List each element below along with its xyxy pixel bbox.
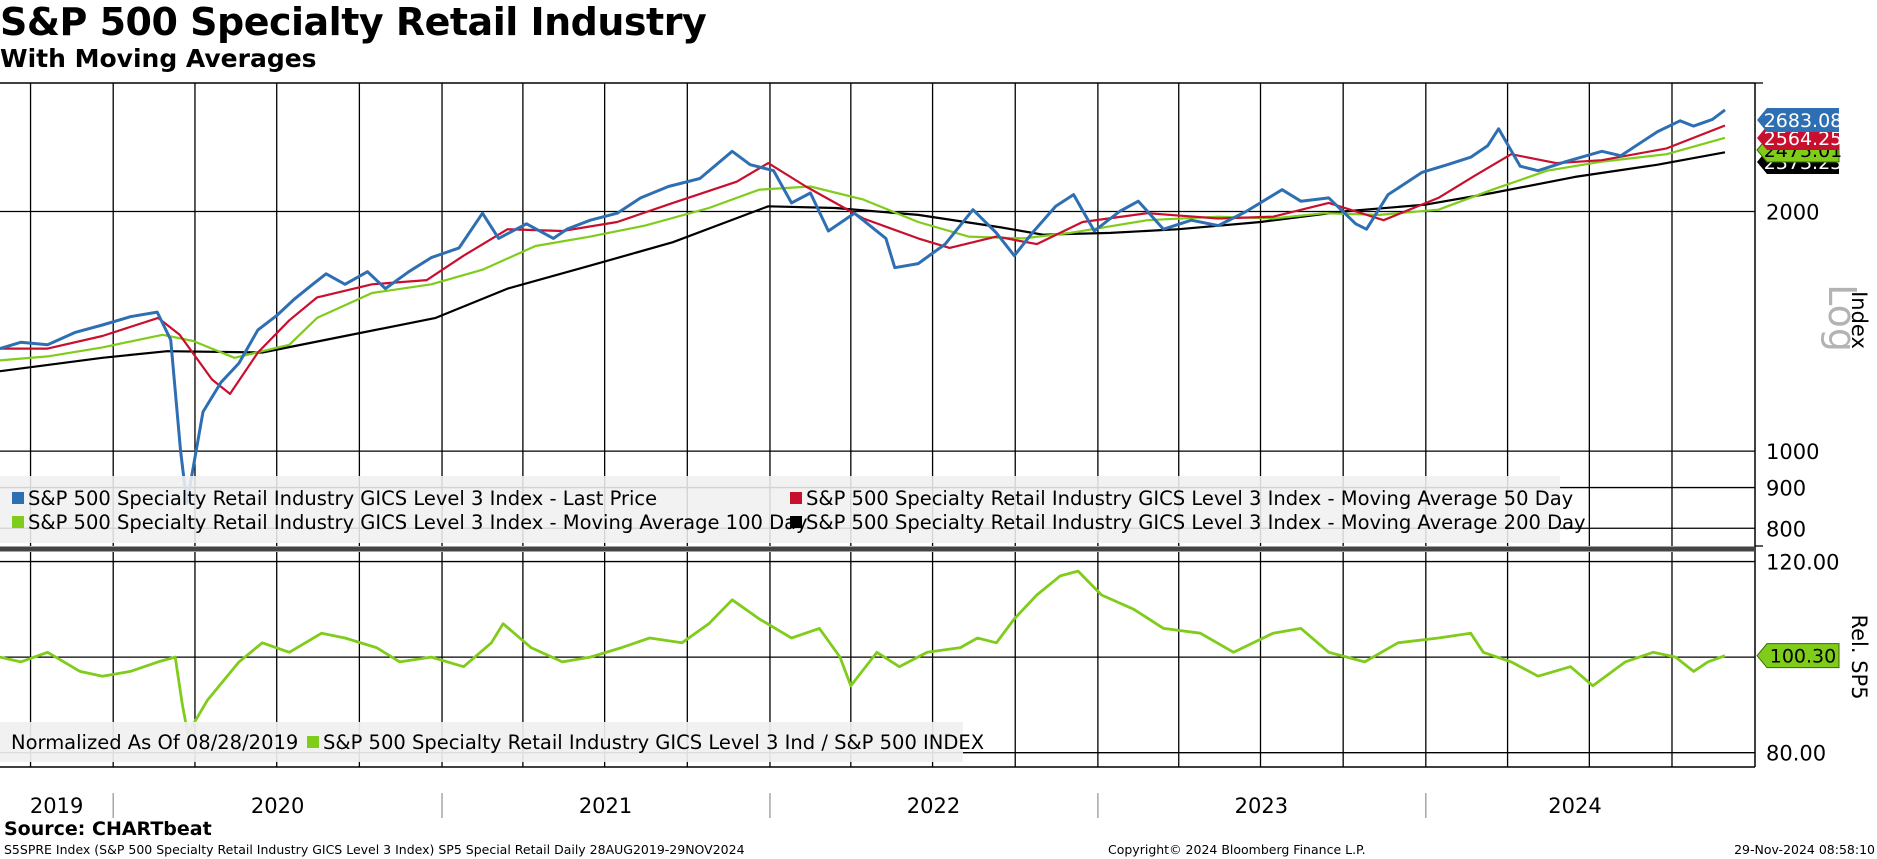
- plot-frame: [0, 82, 1763, 818]
- log-scale-label: Log: [1820, 284, 1864, 352]
- x-tick-label: 2020: [251, 794, 304, 818]
- legend-swatch: [790, 516, 802, 528]
- legend[interactable]: S&P 500 Specialty Retail Industry GICS L…: [0, 476, 1586, 762]
- x-tick-label: 2022: [907, 794, 960, 818]
- legend-label: S&P 500 Specialty Retail Industry GICS L…: [806, 511, 1586, 534]
- legend-swatch: [12, 516, 24, 528]
- x-tick-label: 2023: [1235, 794, 1288, 818]
- legend-item-price: S&P 500 Specialty Retail Industry GICS L…: [12, 487, 657, 510]
- y-tick-label: 1000: [1766, 440, 1819, 464]
- footer-description: S5SPRE Index (S&P 500 Specialty Retail I…: [4, 842, 745, 857]
- y-tick-label: 120.00: [1766, 551, 1839, 575]
- series-line-ma50: [0, 124, 1726, 395]
- legend-item-ma200: S&P 500 Specialty Retail Industry GICS L…: [790, 511, 1586, 534]
- legend-swatch: [307, 736, 319, 748]
- legend-box-rel: [0, 722, 963, 762]
- tag-text: 2683.08: [1764, 110, 1843, 132]
- footer-timestamp: 29-Nov-2024 08:58:10: [1734, 842, 1875, 857]
- series-line-price: [0, 108, 1726, 505]
- tag-text: 2564.25: [1764, 128, 1843, 150]
- chart-subtitle: With Moving Averages: [0, 44, 317, 73]
- tag-text: 100.30: [1770, 646, 1836, 668]
- legend-label: S&P 500 Specialty Retail Industry GICS L…: [28, 487, 657, 510]
- x-tick-label: 2024: [1548, 794, 1601, 818]
- footer-copyright: Copyright© 2024 Bloomberg Finance L.P.: [1108, 842, 1366, 857]
- grid: [0, 83, 1755, 767]
- series-line-ma100: [0, 136, 1726, 362]
- legend-item-ma50: S&P 500 Specialty Retail Industry GICS L…: [790, 487, 1573, 510]
- series-lines: [0, 108, 1726, 735]
- legend-item-ma100: S&P 500 Specialty Retail Industry GICS L…: [12, 511, 808, 534]
- y-axis-label-rel: Rel. SP5: [1847, 614, 1871, 699]
- legend-label: S&P 500 Specialty Retail Industry GICS L…: [323, 731, 984, 754]
- legend-box: [0, 476, 1560, 543]
- x-tick-label: 2019: [30, 794, 83, 818]
- series-line-ma200: [0, 151, 1726, 373]
- series-line-rel: [0, 569, 1726, 735]
- x-tick-label: 2021: [579, 794, 632, 818]
- last-value-tag-price: 2683.08: [1757, 108, 1842, 132]
- y-axis-label-index: Index: [1847, 291, 1871, 349]
- legend-item-rel: S&P 500 Specialty Retail Industry GICS L…: [307, 731, 984, 754]
- legend-swatch: [790, 492, 802, 504]
- tag-shape: [1756, 643, 1840, 669]
- y-tick-label: 900: [1766, 477, 1806, 501]
- legend-label: S&P 500 Specialty Retail Industry GICS L…: [806, 487, 1573, 510]
- y-tick-label: 80.00: [1766, 742, 1826, 766]
- source-note: Source: CHARTbeat: [4, 818, 212, 840]
- legend-swatch: [12, 492, 24, 504]
- last-value-tag-rel: 100.30: [1756, 643, 1840, 669]
- chart-title: S&P 500 Specialty Retail Industry: [0, 0, 707, 44]
- legend-label: S&P 500 Specialty Retail Industry GICS L…: [28, 511, 808, 534]
- y-tick-label: 800: [1766, 517, 1806, 541]
- tag-shape: [1757, 108, 1839, 132]
- legend-note: Normalized As Of 08/28/2019: [11, 731, 298, 754]
- y-tick-label: 2000: [1766, 200, 1819, 224]
